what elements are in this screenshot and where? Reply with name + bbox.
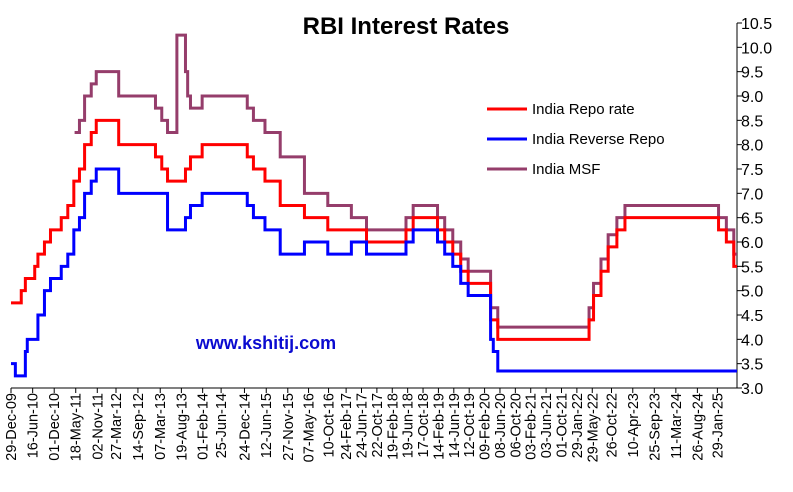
y-tick-label: 7.5 <box>741 162 763 179</box>
x-tick-label: 19-Aug-13 <box>174 393 190 461</box>
x-tick-label: 12-Oct-19 <box>462 393 478 457</box>
x-tick-label: 17-Oct-18 <box>416 393 432 457</box>
x-tick-label: 19-Jun-18 <box>401 393 417 458</box>
y-tick-label: 8.5 <box>741 113 763 130</box>
legend-label: India Reverse Repo <box>532 131 665 148</box>
y-tick-label: 3.0 <box>741 381 763 398</box>
y-tick-label: 8.0 <box>741 138 763 155</box>
legend-label: India Repo rate <box>532 101 635 118</box>
x-tick-label: 10-Oct-16 <box>322 393 338 457</box>
x-tick-label: 19-Feb-18 <box>385 393 401 460</box>
x-tick-label: 07-May-16 <box>302 393 318 462</box>
y-tick-label: 4.0 <box>741 332 763 349</box>
x-tick-label: 09-Feb-20 <box>478 393 494 460</box>
x-tick-label: 01-Oct-21 <box>554 393 570 457</box>
y-tick-label: 10.5 <box>741 16 772 33</box>
series-line-india-msf <box>74 33 737 329</box>
x-tick-label: 24-Feb-17 <box>339 393 355 460</box>
y-tick-label: 5.0 <box>741 284 763 301</box>
series-line-india-reverse-repo <box>11 167 737 378</box>
y-tick-label: 9.5 <box>741 65 763 82</box>
x-tick-label: 18-May-11 <box>69 393 85 461</box>
x-tick-label: 29-May-22 <box>585 393 601 462</box>
legend-label: India MSF <box>532 161 600 178</box>
x-tick-label: 26-Oct-22 <box>604 393 620 457</box>
y-tick-label: 6.0 <box>741 235 763 252</box>
y-tick-label: 10.0 <box>741 40 772 57</box>
x-tick-label: 25-Sep-23 <box>647 393 663 461</box>
y-tick-label: 9.0 <box>741 89 763 106</box>
x-tick-label: 26-Aug-24 <box>690 393 706 461</box>
x-tick-label: 03-Jun-21 <box>539 393 555 458</box>
x-tick-label: 25-Jun-14 <box>214 393 230 458</box>
x-tick-label: 24-Dec-14 <box>237 393 253 461</box>
x-tick-label: 22-Oct-17 <box>370 393 386 457</box>
x-tick-label: 27-Nov-15 <box>281 393 297 461</box>
x-tick-label: 06-Oct-20 <box>508 393 524 457</box>
chart-title: RBI Interest Rates <box>303 13 510 40</box>
y-tick-label: 7.0 <box>741 186 763 203</box>
y-tick-label: 5.5 <box>741 259 763 276</box>
x-tick-label: 12-Jun-15 <box>259 393 275 458</box>
x-tick-label: 14-Sep-12 <box>131 393 147 461</box>
x-tick-label: 29-Jan-25 <box>710 393 726 458</box>
x-tick-label: 10-Apr-23 <box>626 393 642 457</box>
x-tick-label: 08-Jun-20 <box>493 393 509 458</box>
watermark-annotation: www.kshitij.com <box>195 333 336 353</box>
legend: India Repo rate India Reverse Repo India M… <box>487 101 665 178</box>
y-tick-label: 6.5 <box>741 211 763 228</box>
x-tick-label: 14-Feb-19 <box>431 393 447 460</box>
x-tick-label: 03-Feb-21 <box>524 393 540 460</box>
x-tick-label: 29-Jan-22 <box>570 393 586 458</box>
x-tick-label: 07-Mar-13 <box>153 393 169 460</box>
x-tick-label: 14-Jun-19 <box>447 393 463 458</box>
x-tick-label: 02-Nov-11 <box>90 393 106 460</box>
x-tick-label: 29-Dec-09 <box>4 393 20 461</box>
x-tick-label: 01-Feb-14 <box>196 393 212 460</box>
series-line-india-repo-rate <box>11 118 737 341</box>
x-tick-label: 01-Dec-10 <box>47 393 63 461</box>
y-tick-label: 4.5 <box>741 308 763 325</box>
x-tick-label: 27-Mar-12 <box>109 393 125 460</box>
x-tick-label: 24-Jun-17 <box>355 393 371 458</box>
x-tick-label: 11-Mar-24 <box>669 393 685 459</box>
y-tick-label: 3.5 <box>741 357 763 374</box>
x-tick-label: 16-Jun-10 <box>26 393 42 458</box>
